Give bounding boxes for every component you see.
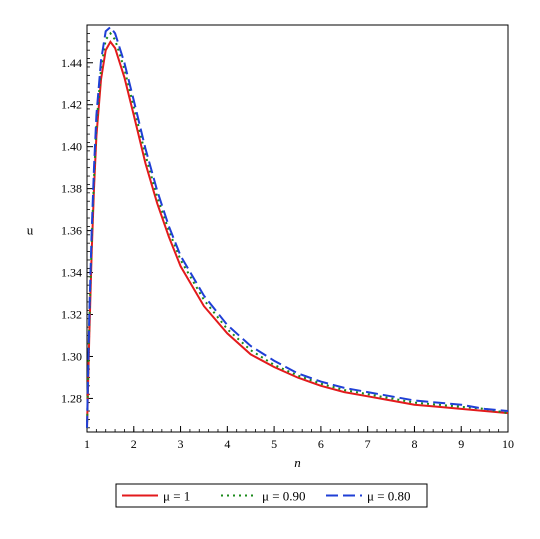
x-tick-label: 6 [318,437,324,451]
y-tick-label: 1.44 [61,56,82,70]
series-line [86,31,509,428]
x-tick-label: 10 [502,437,514,451]
x-axis-title: n [294,455,301,470]
legend-label: μ = 0.90 [262,489,306,504]
x-tick-label: 5 [271,437,277,451]
legend: μ = 1 μ = 0.90 μ = 0.80 [115,483,428,508]
series-line [86,39,509,428]
y-tick-label: 1.34 [61,266,82,280]
x-tick-label: 9 [458,437,464,451]
y-tick-label: 1.28 [61,391,82,405]
y-tick-label: 1.40 [61,140,82,154]
x-tick-label: 3 [178,437,184,451]
x-tick-label: 8 [411,437,417,451]
y-tick-label: 1.36 [61,224,82,238]
plot-area: 1 2 3 4 5 6 7 8 9 10 1.28 1.30 1.32 1.34 1.36 1.38 1.40… [61,24,514,451]
series-layer [86,25,509,428]
x-tick-label: 2 [131,437,137,451]
y-tick-label: 1.30 [61,349,82,363]
y-tick-label: 1.38 [61,182,82,196]
y-tick-label: 1.32 [61,308,82,322]
legend-label: μ = 1 [163,489,190,504]
y-axis-title: u [27,223,34,238]
y-tick-label: 1.42 [61,98,82,112]
x-tick-label: 1 [84,437,90,451]
legend-box [115,483,428,508]
x-tick-label: 7 [365,437,371,451]
x-tick-label: 4 [224,437,230,451]
series-line [86,25,509,428]
x-axis: 1 2 3 4 5 6 7 8 9 10 [84,426,514,451]
y-axis: 1.28 1.30 1.32 1.34 1.36 1.38 1.40 1.42 1.44 [61,32,93,429]
plot-frame [86,24,509,433]
legend-label: μ = 0.80 [367,489,411,504]
